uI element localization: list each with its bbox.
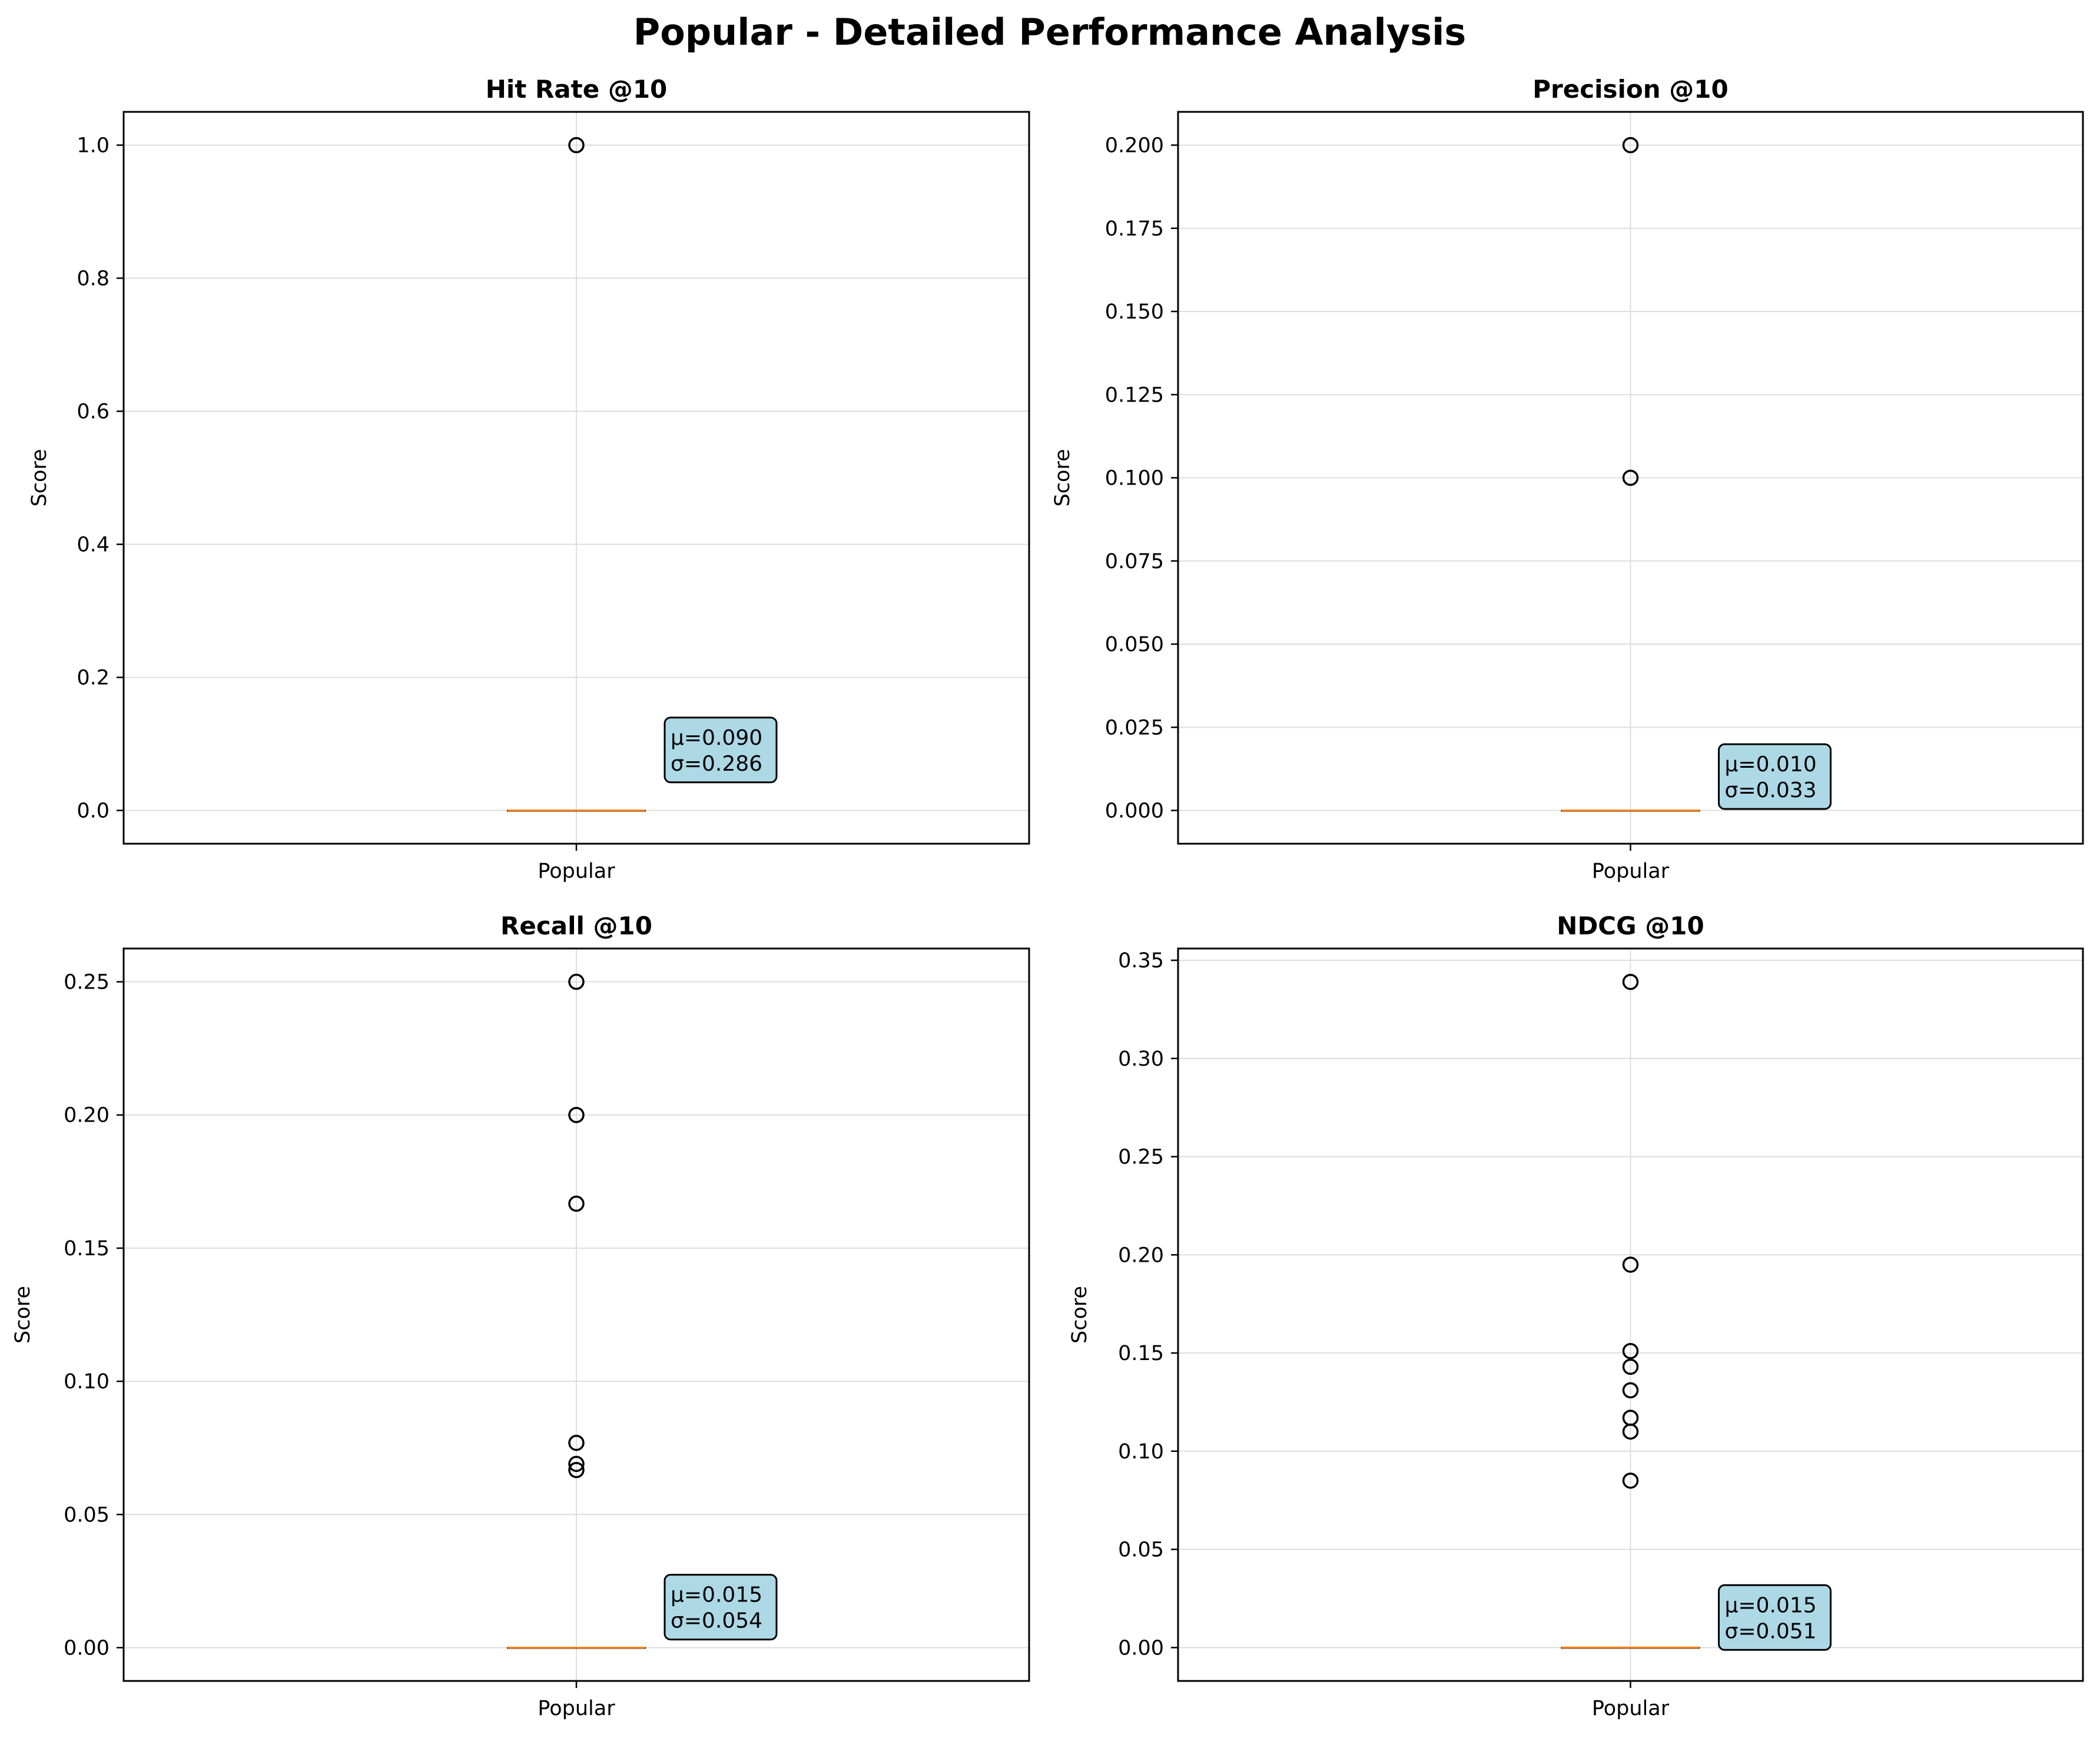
y-axis-label: Score — [1068, 1286, 1092, 1344]
y-axis-label: Score — [11, 1286, 35, 1344]
x-tick-label: Popular — [538, 860, 615, 883]
outlier-point — [1622, 1256, 1639, 1273]
x-tick-label: Popular — [538, 1697, 615, 1720]
y-tick-label: 0.2 — [77, 666, 110, 690]
y-tick-label: 0.175 — [1105, 217, 1164, 241]
mean-annotation: μ=0.090 — [671, 726, 762, 750]
y-tick-label: 0.000 — [1105, 800, 1164, 823]
y-tick-label: 0.8 — [77, 267, 110, 291]
y-tick-label: 0.00 — [64, 1636, 110, 1660]
chart-panel: 0.000 0.025 0.050 0.075 0.100 0.125 0.150 0.175… — [1051, 75, 2084, 883]
stats-annotation-box — [663, 1574, 778, 1641]
y-tick-label: 0.125 — [1105, 383, 1164, 407]
y-tick-label: 0.200 — [1105, 134, 1164, 158]
outlier-point — [1622, 469, 1639, 486]
y-tick-label: 0.00 — [1118, 1636, 1164, 1660]
outlier-point — [568, 1461, 585, 1478]
axes-frame — [1177, 947, 2084, 1682]
outlier-point — [568, 1434, 585, 1451]
y-tick-label: 0.15 — [1118, 1342, 1164, 1365]
chart-panel: 0.00 0.05 0.10 0.15 0.20 0.25 Popular Score Reca… — [11, 911, 1030, 1720]
stats-annotation-box — [1718, 743, 1832, 810]
axes-frame — [1177, 111, 2084, 845]
y-tick-label: 0.6 — [77, 400, 110, 424]
outlier-point — [1622, 1423, 1639, 1440]
y-tick-label: 1.0 — [77, 134, 110, 158]
y-tick-label: 0.30 — [1118, 1047, 1164, 1071]
std-annotation: σ=0.286 — [671, 752, 762, 776]
y-tick-label: 0.05 — [64, 1503, 110, 1527]
chart-panel: 0.0 0.2 0.4 0.6 0.8 1.0 Popular Score Hit Rate @… — [28, 75, 1030, 883]
mean-annotation: μ=0.015 — [671, 1583, 762, 1607]
y-tick-label: 0.150 — [1105, 300, 1164, 324]
y-tick-label: 0.10 — [1118, 1440, 1164, 1464]
y-tick-label: 0.25 — [1118, 1146, 1164, 1169]
axes-frame — [122, 111, 1030, 845]
chart-panel: 0.00 0.05 0.10 0.15 0.20 0.25 0.30 0.35 Popular S… — [1068, 911, 2084, 1720]
x-tick-label: Popular — [1592, 860, 1670, 883]
outlier-point — [568, 1195, 585, 1212]
outlier-point — [568, 137, 585, 154]
y-tick-label: 0.100 — [1105, 467, 1164, 490]
panel-title: Precision @10 — [1532, 75, 1729, 104]
outlier-point — [1622, 973, 1639, 990]
y-tick-label: 0.35 — [1118, 949, 1164, 973]
y-tick-label: 0.025 — [1105, 716, 1164, 739]
panel-title: Hit Rate @10 — [486, 75, 668, 104]
figure-title: Popular - Detailed Performance Analysis — [633, 11, 1467, 54]
x-tick-label: Popular — [1592, 1697, 1670, 1720]
y-tick-label: 0.15 — [64, 1237, 110, 1261]
y-tick-label: 0.20 — [1118, 1243, 1164, 1267]
std-annotation: σ=0.051 — [1725, 1619, 1817, 1643]
outlier-point — [1622, 1358, 1639, 1375]
mean-annotation: μ=0.010 — [1725, 752, 1817, 777]
y-axis-label: Score — [1051, 449, 1074, 506]
outlier-point — [568, 1106, 585, 1123]
y-tick-label: 0.050 — [1105, 633, 1164, 656]
y-tick-label: 0.05 — [1118, 1538, 1164, 1562]
outlier-point — [568, 1455, 585, 1473]
outlier-point — [1622, 1473, 1639, 1489]
panel-title: NDCG @10 — [1557, 911, 1704, 940]
std-annotation: σ=0.033 — [1725, 778, 1817, 802]
y-tick-label: 0.25 — [64, 971, 110, 994]
y-tick-label: 0.0 — [77, 800, 110, 823]
axes-frame — [122, 947, 1030, 1682]
outlier-point — [568, 973, 585, 990]
std-annotation: σ=0.054 — [671, 1609, 762, 1633]
y-tick-label: 0.4 — [77, 533, 110, 557]
y-tick-label: 0.20 — [64, 1104, 110, 1127]
y-axis-label: Score — [28, 449, 51, 506]
mean-annotation: μ=0.015 — [1725, 1593, 1817, 1617]
outlier-point — [1622, 137, 1639, 154]
outlier-point — [1622, 1382, 1639, 1399]
outlier-point — [1622, 1342, 1639, 1359]
stats-annotation-box — [1718, 1584, 1832, 1651]
stats-annotation-box — [663, 717, 778, 784]
panel-title: Recall @10 — [500, 911, 652, 940]
y-tick-label: 0.10 — [64, 1370, 110, 1394]
y-tick-label: 0.075 — [1105, 550, 1164, 573]
